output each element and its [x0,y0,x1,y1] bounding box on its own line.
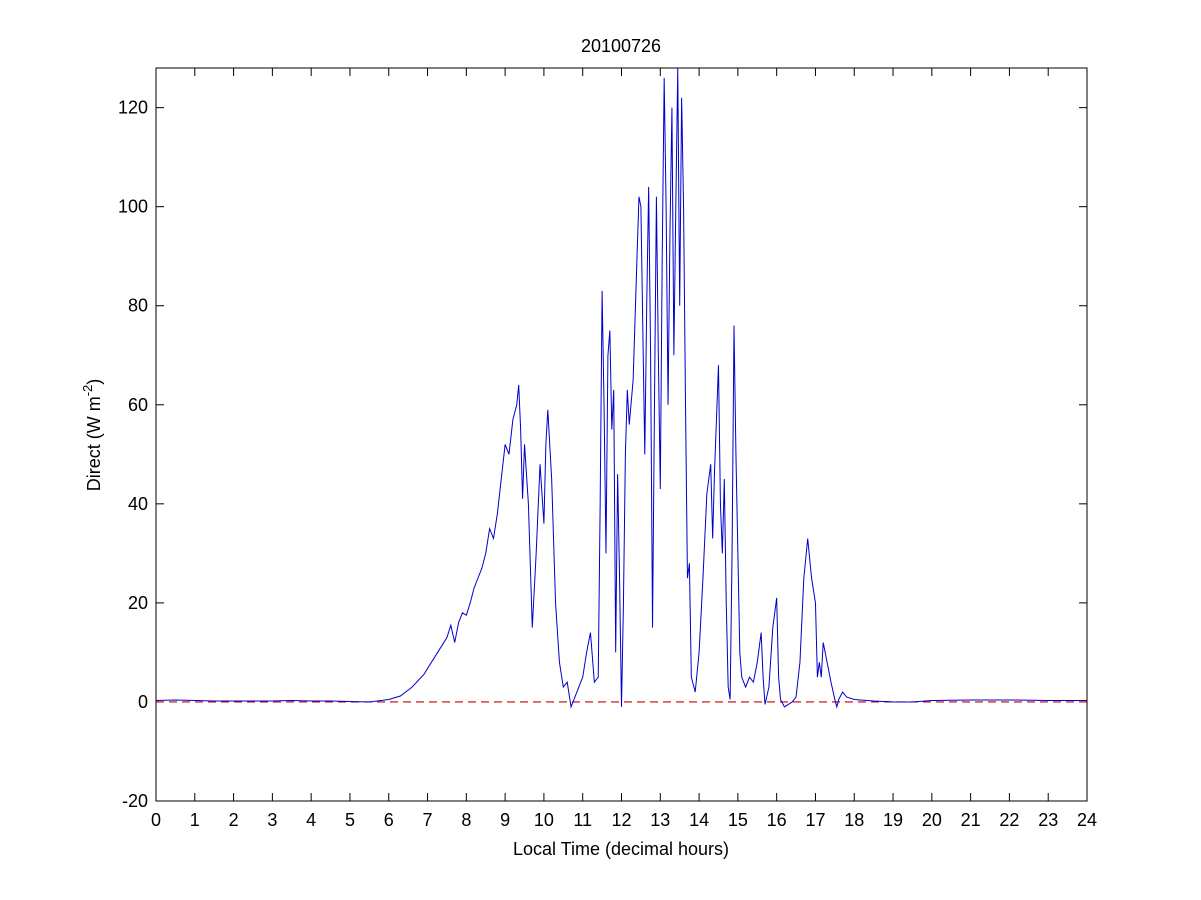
x-tick-label: 19 [883,810,903,830]
y-tick-label: 120 [118,98,148,118]
x-tick-label: 12 [611,810,631,830]
data-line [155,67,1087,709]
x-tick-label: 7 [423,810,433,830]
x-tick-label: 0 [151,810,161,830]
y-axis-label: Direct (W m-2) [80,379,104,492]
y-tick-label: 100 [118,197,148,217]
chart-title: 20100726 [581,36,661,56]
x-tick-label: 9 [500,810,510,830]
x-tick-label: 18 [844,810,864,830]
y-tick-label: 40 [128,494,148,514]
x-tick-label: 13 [650,810,670,830]
y-tick-label: 80 [128,296,148,316]
y-tick-label: 20 [128,593,148,613]
x-tick-label: 23 [1038,810,1058,830]
x-tick-label: 20 [922,810,942,830]
x-tick-label: 16 [767,810,787,830]
x-tick-label: 2 [229,810,239,830]
x-tick-label: 11 [573,810,592,830]
x-tick-label: 17 [805,810,825,830]
y-tick-label: -20 [122,791,148,811]
x-axis-label: Local Time (decimal hours) [513,839,729,859]
x-tick-label: 4 [306,810,316,830]
x-tick-label: 14 [689,810,709,830]
x-tick-label: 3 [267,810,277,830]
x-tick-label: 5 [345,810,355,830]
x-tick-label: 22 [999,810,1019,830]
y-axis-label-end: ) [84,379,104,385]
y-tick-label: 60 [128,395,148,415]
x-tick-label: 24 [1077,810,1097,830]
y-axis-label-text: Direct (W m [84,396,104,491]
x-tick-label: 21 [961,810,981,830]
x-tick-label: 8 [461,810,471,830]
y-axis-label-sup: -2 [80,385,95,397]
x-tick-label: 6 [384,810,394,830]
x-tick-label: 1 [190,810,200,830]
x-tick-label: 15 [728,810,748,830]
y-tick-label: 0 [138,692,148,712]
x-tick-label: 10 [534,810,554,830]
axes-box [155,67,1088,802]
